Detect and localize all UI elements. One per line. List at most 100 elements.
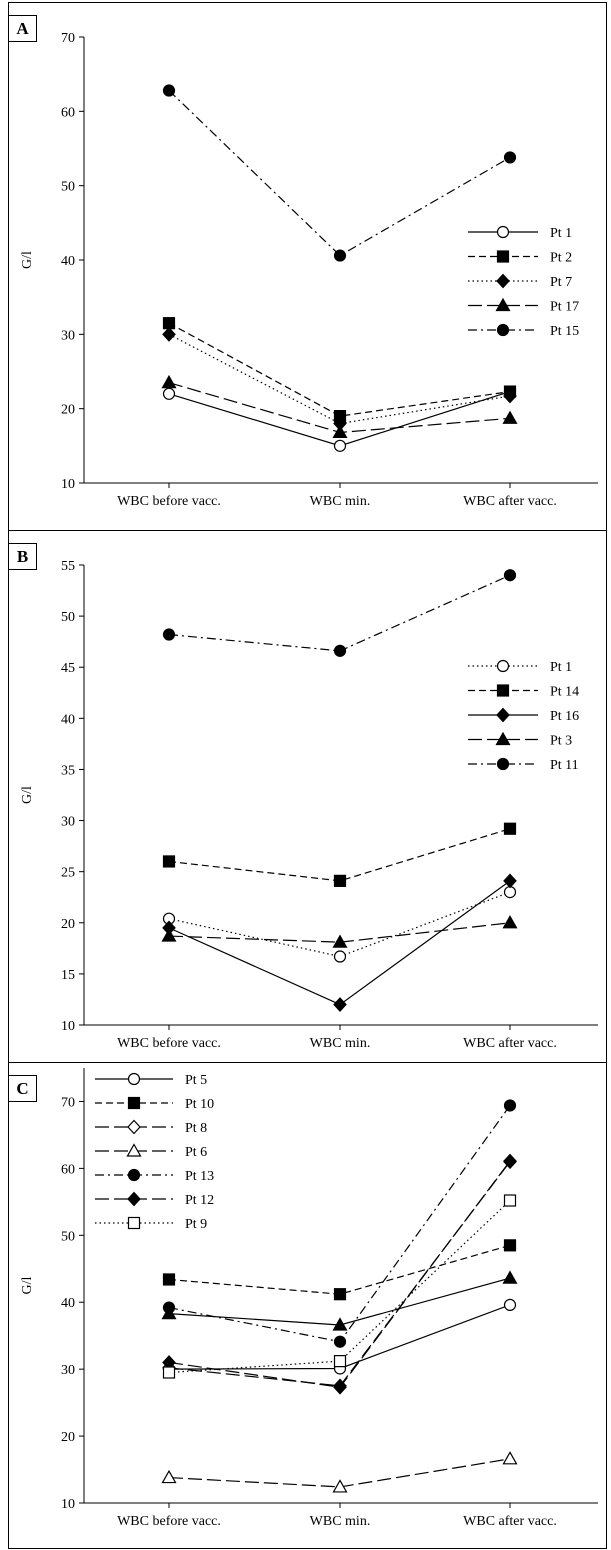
data-point: [503, 886, 517, 899]
series-pt-1: [162, 886, 517, 963]
y-tick-label: 20: [61, 403, 75, 418]
y-tick-label: 70: [61, 1095, 75, 1110]
x-tick-label: WBC min.: [310, 494, 371, 509]
series-line: [168, 90, 511, 257]
legend-label: Pt 9: [185, 1217, 207, 1232]
y-axis-label: G/l: [20, 786, 35, 804]
legend-marker: [496, 250, 510, 263]
legend: Pt 5 Pt 10 Pt 8 Pt 6 Pt 13 Pt 12 Pt 9: [95, 1072, 214, 1232]
legend-label: Pt 7: [550, 275, 572, 290]
data-point: [333, 997, 347, 1012]
x-tick-label: WBC before vacc.: [117, 1514, 221, 1529]
legend-label: Pt 5: [185, 1073, 207, 1088]
panel-letter: C: [16, 1079, 28, 1098]
chart-panel-b: B 10 15 20 25 30 35 40 45 50 55 WBC before vacc. WBC…: [8, 530, 607, 1063]
legend: Pt 1 Pt 2 Pt 7 Pt 17 Pt 15: [468, 225, 579, 339]
y-tick-label: 20: [61, 917, 75, 932]
y-tick-label: 60: [61, 105, 75, 120]
data-point: [333, 439, 347, 452]
legend-label: Pt 8: [185, 1121, 207, 1136]
series-unlabeled: [161, 1270, 518, 1331]
panel-frame: [8, 530, 607, 1063]
x-tick-label: WBC min.: [310, 1514, 371, 1529]
data-point: [332, 1317, 348, 1331]
legend-label: Pt 1: [550, 226, 572, 241]
data-point: [502, 1270, 518, 1284]
legend-marker: [127, 1119, 141, 1135]
data-point: [503, 873, 517, 889]
legend-marker: [496, 659, 510, 673]
data-point: [333, 1355, 347, 1368]
panel-letter: B: [17, 547, 28, 566]
data-point: [162, 326, 176, 342]
y-tick-label: 10: [61, 1019, 75, 1034]
legend-marker: [495, 297, 511, 312]
data-point: [162, 387, 176, 400]
series-pt-17: [161, 374, 518, 439]
series-line: [168, 574, 511, 652]
x-tick-label: WBC after vacc.: [463, 494, 557, 509]
data-point: [503, 151, 517, 164]
data-point: [161, 928, 177, 942]
series-pt-15: [162, 84, 517, 262]
series-pt-6: [161, 1451, 518, 1493]
data-point: [502, 410, 518, 424]
y-tick-label: 10: [61, 477, 75, 492]
series-pt-16: [162, 873, 517, 1012]
legend-marker: [496, 225, 510, 239]
series-line: [168, 1244, 511, 1295]
data-point: [503, 822, 517, 835]
data-point: [161, 374, 177, 389]
y-tick-label: 20: [61, 1430, 75, 1445]
series-pt-12: [162, 1153, 517, 1395]
data-point: [333, 874, 347, 887]
legend-label: Pt 10: [185, 1097, 214, 1112]
data-point: [503, 569, 517, 582]
legend-label: Pt 15: [550, 324, 579, 339]
legend-marker: [127, 1191, 141, 1207]
legend-marker: [496, 323, 510, 337]
data-point: [502, 915, 518, 929]
data-point: [503, 1194, 517, 1207]
data-point: [333, 644, 347, 657]
legend-marker: [126, 1143, 142, 1157]
y-tick-label: 50: [61, 180, 75, 195]
y-tick-label: 60: [61, 1162, 75, 1177]
panel-letter: A: [16, 19, 29, 38]
series-pt-9: [162, 1194, 517, 1379]
panel-letter-box: [8, 543, 37, 570]
y-tick-label: 25: [61, 866, 75, 881]
data-point: [503, 1153, 517, 1169]
legend-label: Pt 13: [185, 1169, 214, 1184]
data-point: [333, 249, 347, 262]
y-tick-label: 30: [61, 1363, 75, 1378]
panel-letter-box: [8, 1075, 37, 1102]
legend-marker: [496, 684, 510, 697]
legend-label: Pt 14: [550, 685, 579, 700]
legend-marker: [496, 707, 510, 723]
y-tick-label: 30: [61, 815, 75, 830]
data-point: [503, 388, 517, 404]
y-tick-label: 55: [61, 559, 75, 574]
series-pt-14: [162, 822, 517, 887]
data-point: [332, 934, 348, 948]
series-line: [168, 1161, 511, 1387]
legend-marker: [127, 1216, 141, 1230]
y-tick-label: 50: [61, 1229, 75, 1244]
data-point: [162, 1366, 176, 1379]
data-point: [162, 84, 176, 97]
data-point: [332, 424, 348, 439]
y-tick-label: 10: [61, 1497, 75, 1512]
data-point: [162, 1273, 176, 1286]
y-tick-label: 15: [61, 968, 75, 983]
data-point: [333, 1379, 347, 1395]
series-line: [168, 1105, 511, 1343]
data-point: [161, 1469, 177, 1484]
y-tick-label: 35: [61, 763, 75, 778]
series-line: [168, 1160, 511, 1388]
series-line: [168, 333, 511, 425]
legend-label: Pt 2: [550, 251, 572, 266]
series-pt-3: [161, 915, 518, 948]
data-point: [162, 855, 176, 868]
legend: Pt 1 Pt 14 Pt 16 Pt 3 Pt 11: [468, 659, 579, 773]
